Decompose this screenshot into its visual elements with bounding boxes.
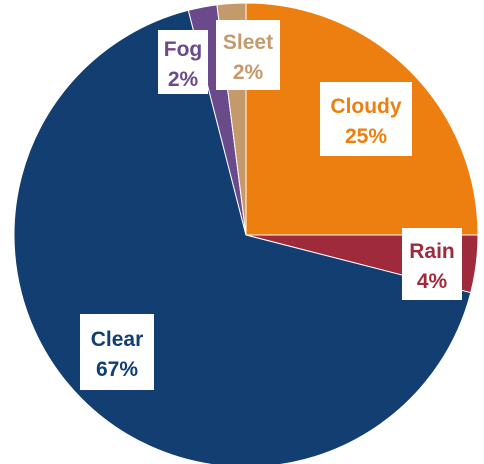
data-label-box [402,228,462,300]
slice-name-label: Cloudy [330,95,401,118]
data-label-sleet: Sleet 2% [216,20,280,90]
slice-name-label: Sleet [223,31,273,54]
data-label-cloudy: Cloudy 25% [320,82,412,156]
slice-percent-label: 4% [417,270,448,293]
data-label-box [320,82,412,156]
pie-labels: Cloudy 25% Rain 4% Clear 67% Fog 2% Sleet 2% [80,20,462,390]
slice-percent-label: 25% [345,125,387,148]
slice-name-label: Clear [91,328,144,351]
data-label-box [216,20,280,90]
slice-name-label: Fog [164,38,202,61]
data-label-fog: Fog 2% [158,30,208,94]
data-label-rain: Rain 4% [402,228,462,300]
data-label-box [158,30,208,94]
slice-percent-label: 2% [168,68,199,91]
data-label-box [80,314,154,390]
slice-name-label: Rain [409,240,455,263]
data-label-clear: Clear 67% [80,314,154,390]
slice-percent-label: 2% [233,61,264,84]
slice-percent-label: 67% [96,358,138,381]
